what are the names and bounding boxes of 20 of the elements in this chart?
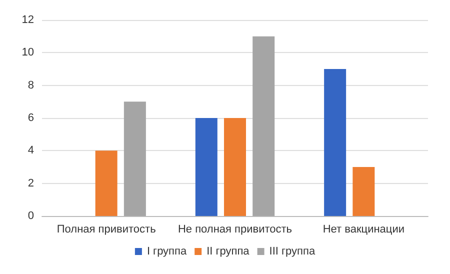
y-tick-label: 0 xyxy=(28,210,34,222)
bar xyxy=(124,102,146,216)
y-tick-label: 12 xyxy=(22,14,34,26)
x-tick-label: Не полная привитость xyxy=(178,224,292,236)
legend-label: II группа xyxy=(206,246,250,258)
legend-label: III группа xyxy=(269,246,316,258)
bar xyxy=(252,36,275,216)
y-tick-label: 6 xyxy=(28,112,34,124)
bar xyxy=(352,167,375,216)
bar xyxy=(324,69,346,216)
y-tick-label: 4 xyxy=(28,144,34,157)
x-tick-label: Полная привитость xyxy=(56,224,156,236)
bar xyxy=(195,118,218,216)
bar xyxy=(95,150,118,216)
bar xyxy=(224,118,246,216)
legend-label: I группа xyxy=(146,246,188,258)
y-tick-label: 8 xyxy=(28,79,34,92)
y-tick-label: 2 xyxy=(28,177,34,190)
y-tick-label: 10 xyxy=(22,46,34,59)
x-tick-label: Нет вакцинации xyxy=(322,224,405,236)
